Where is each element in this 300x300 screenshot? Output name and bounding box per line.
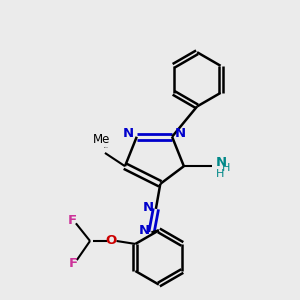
Text: F: F	[68, 214, 77, 227]
Text: O: O	[106, 234, 117, 247]
Text: N: N	[139, 224, 150, 238]
Text: N: N	[143, 201, 154, 214]
Text: H: H	[216, 169, 224, 178]
Text: methyl: methyl	[103, 146, 108, 148]
Text: Me: Me	[93, 134, 111, 146]
Text: N: N	[175, 127, 186, 140]
Text: H: H	[222, 163, 230, 173]
Text: F: F	[69, 256, 78, 270]
Text: N: N	[122, 127, 134, 140]
Text: N: N	[216, 156, 227, 169]
